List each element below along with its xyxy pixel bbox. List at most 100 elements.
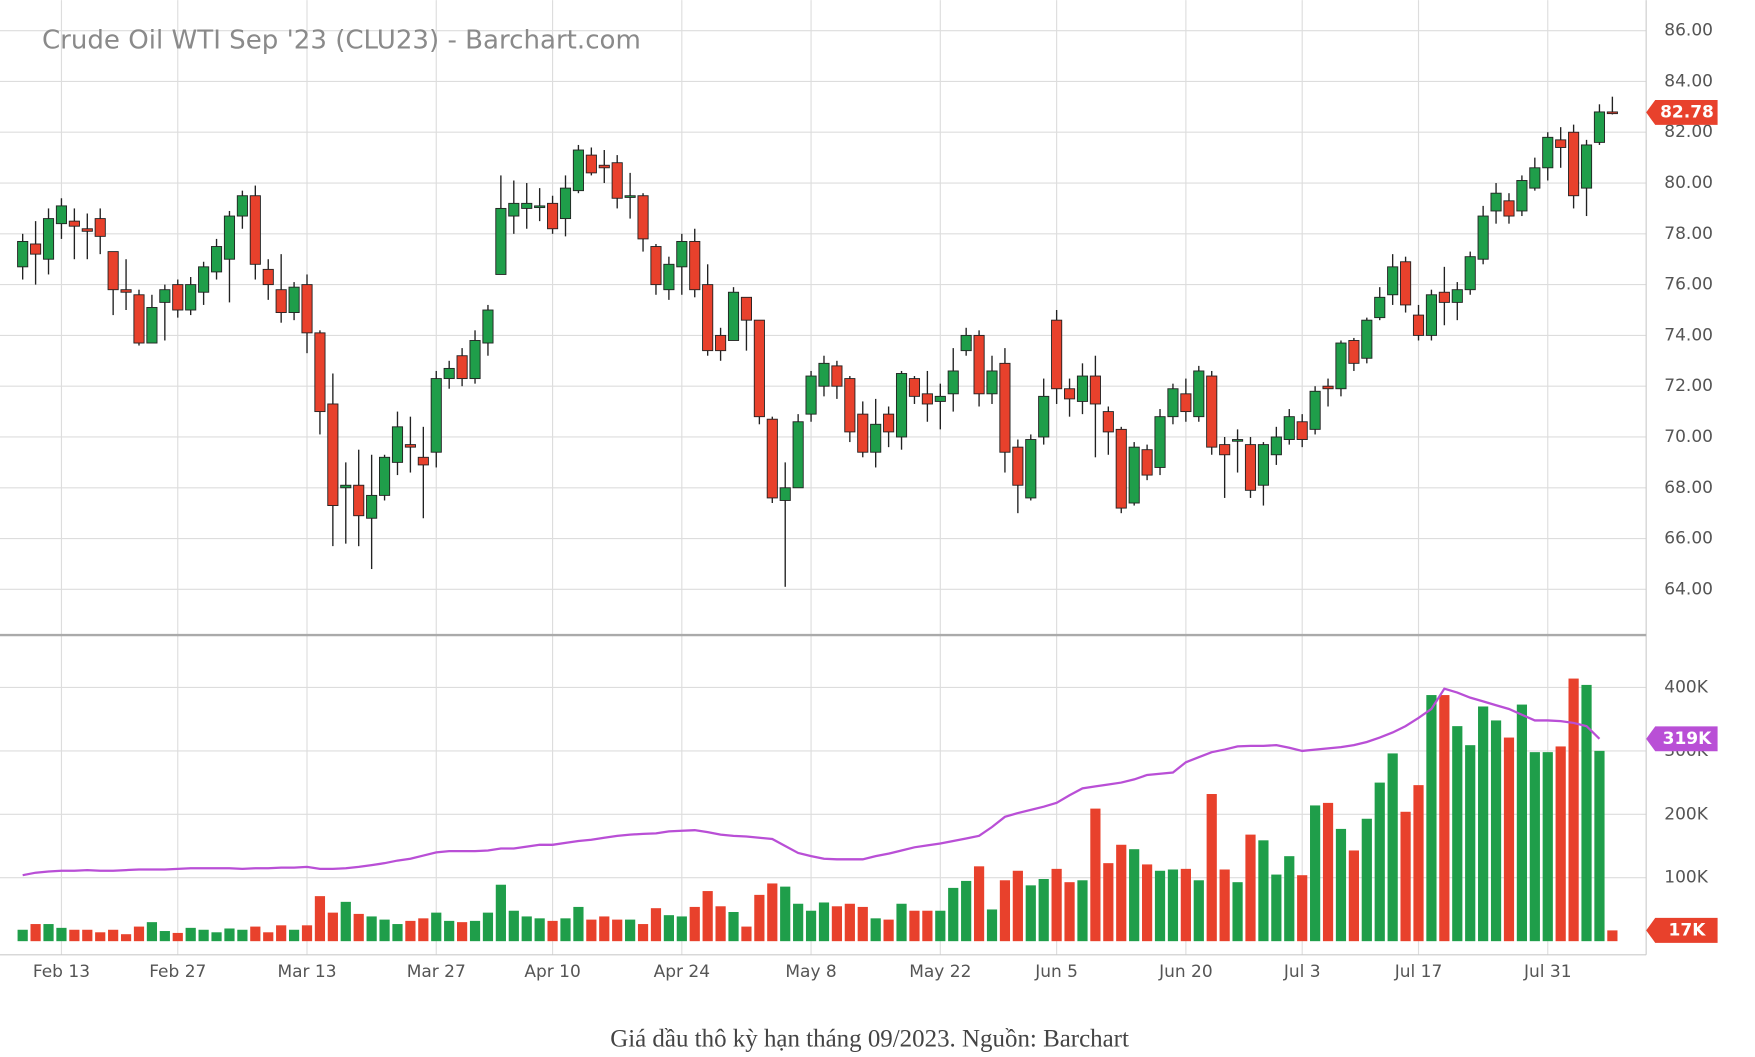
volume-bar bbox=[689, 906, 700, 942]
volume-bar bbox=[1322, 802, 1334, 942]
candle-body bbox=[1257, 444, 1269, 486]
volume-bar bbox=[1465, 745, 1476, 942]
candle-body bbox=[249, 195, 261, 265]
candle-body bbox=[172, 284, 184, 311]
candle-body bbox=[1063, 388, 1076, 400]
candle-body bbox=[857, 413, 869, 453]
candle-body bbox=[120, 289, 132, 293]
candle-body bbox=[1361, 319, 1373, 359]
last-price-label: 82.78 bbox=[1660, 102, 1714, 122]
volume-bar bbox=[831, 906, 843, 942]
volume-bar bbox=[17, 929, 28, 942]
candle-body bbox=[275, 289, 287, 314]
volume-bar bbox=[1271, 874, 1282, 942]
candle-body bbox=[572, 149, 584, 192]
volume-bar bbox=[1116, 844, 1127, 942]
volume-tick-label: 200K bbox=[1664, 804, 1708, 824]
volume-bar bbox=[250, 926, 261, 942]
volume-bar bbox=[1490, 720, 1502, 942]
volume-bar bbox=[1374, 782, 1385, 942]
volume-bar bbox=[1077, 880, 1088, 942]
candle-body bbox=[1309, 390, 1321, 430]
volume-bar bbox=[767, 883, 778, 942]
volume-bar bbox=[1180, 868, 1191, 942]
candle-body bbox=[1012, 446, 1024, 486]
candle-body bbox=[1451, 289, 1463, 303]
volume-bar bbox=[1426, 695, 1437, 942]
volume-bar bbox=[973, 866, 985, 942]
y-tick-label: 68.00 bbox=[1664, 478, 1713, 498]
volume-bar bbox=[1529, 752, 1540, 942]
y-tick-label: 78.00 bbox=[1664, 224, 1713, 244]
candle-body bbox=[55, 205, 68, 225]
candle-body bbox=[1115, 428, 1127, 509]
candle-body bbox=[1180, 393, 1192, 413]
candle-body bbox=[430, 378, 442, 453]
candle-body bbox=[353, 484, 365, 517]
candle-body bbox=[805, 375, 817, 415]
candle-body bbox=[1232, 439, 1244, 442]
candle-body bbox=[676, 240, 688, 268]
volume-bar bbox=[922, 910, 933, 942]
candle-body bbox=[81, 228, 93, 232]
candle-body bbox=[379, 456, 391, 496]
volume-bar bbox=[1297, 875, 1308, 942]
candle-body bbox=[1154, 416, 1166, 468]
candle-body bbox=[1206, 375, 1218, 448]
volume-bar bbox=[521, 916, 532, 942]
volume-bar bbox=[883, 919, 894, 942]
y-tick-label: 84.00 bbox=[1664, 71, 1713, 91]
volume-bar bbox=[741, 926, 752, 942]
candle-body bbox=[844, 378, 856, 433]
volume-bar bbox=[1516, 704, 1528, 942]
candle-body bbox=[1038, 395, 1050, 438]
y-tick-label: 80.00 bbox=[1664, 173, 1713, 193]
candle-body bbox=[947, 370, 959, 395]
candle-body bbox=[340, 484, 352, 489]
volume-bar bbox=[288, 929, 300, 942]
volume-last-label: 17K bbox=[1669, 920, 1707, 940]
candle-body bbox=[1412, 314, 1425, 336]
candle-body bbox=[547, 202, 559, 230]
candle-body bbox=[1542, 136, 1554, 169]
volume-average-line bbox=[22, 687, 1601, 877]
volume-bar bbox=[586, 919, 597, 942]
candle-body bbox=[779, 487, 791, 501]
y-tick-label: 64.00 bbox=[1664, 579, 1713, 599]
volume-bar bbox=[1413, 785, 1424, 942]
volume-bar bbox=[1361, 818, 1372, 942]
candle-body bbox=[185, 284, 197, 311]
volume-bar bbox=[457, 922, 468, 942]
volume-bar bbox=[754, 894, 765, 942]
volume-bar bbox=[1090, 808, 1101, 942]
volume-tick-label: 100K bbox=[1664, 868, 1708, 888]
candle-body bbox=[611, 162, 623, 199]
volume-bar bbox=[1129, 849, 1140, 942]
candle-body bbox=[146, 307, 158, 344]
y-tick-label: 72.00 bbox=[1664, 376, 1713, 396]
volume-bar bbox=[560, 918, 571, 942]
volume-bar bbox=[1607, 930, 1618, 942]
volume-bar bbox=[728, 911, 739, 942]
volume-bar bbox=[1193, 880, 1204, 942]
volume-last-label-bg bbox=[1646, 917, 1718, 943]
x-tick-label: Apr 24 bbox=[654, 962, 710, 982]
candle-body bbox=[1270, 436, 1282, 456]
x-tick-label: Jul 31 bbox=[1523, 962, 1572, 982]
volume-bar bbox=[172, 932, 183, 942]
candle-body bbox=[288, 286, 300, 314]
candle-body bbox=[1128, 446, 1140, 504]
volume-bar bbox=[818, 902, 830, 942]
candle-body bbox=[637, 195, 649, 240]
volume-bar bbox=[314, 896, 326, 942]
volume-bar bbox=[108, 929, 119, 942]
candle-body bbox=[999, 362, 1011, 453]
candle-body bbox=[1335, 342, 1347, 390]
volume-bar bbox=[1335, 828, 1347, 942]
candle-body bbox=[1051, 319, 1063, 390]
candle-body bbox=[495, 207, 507, 275]
volume-bar bbox=[1103, 863, 1114, 942]
candle-body bbox=[1322, 385, 1334, 390]
x-tick-label: Jun 5 bbox=[1034, 962, 1078, 982]
